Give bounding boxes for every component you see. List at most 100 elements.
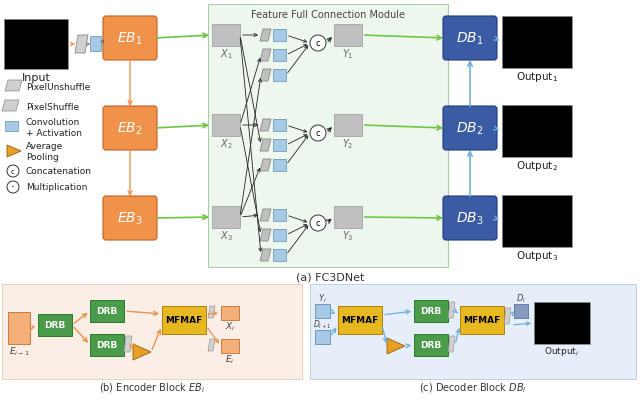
Bar	[212, 25, 240, 47]
Bar	[551, 210, 559, 242]
Bar	[502, 106, 572, 158]
Polygon shape	[260, 30, 271, 42]
Bar	[334, 25, 362, 47]
Bar	[558, 126, 565, 152]
FancyBboxPatch shape	[443, 107, 497, 151]
Text: $X_2$: $X_2$	[220, 137, 232, 150]
Text: $D_i$: $D_i$	[516, 292, 526, 304]
Bar	[273, 229, 286, 241]
Polygon shape	[260, 249, 271, 261]
Text: DRB: DRB	[97, 341, 118, 350]
Bar	[315, 304, 330, 318]
Bar	[551, 120, 559, 152]
Bar	[502, 38, 513, 64]
Bar	[208, 5, 448, 267]
Text: DRB: DRB	[420, 307, 442, 316]
Bar	[511, 209, 519, 242]
Polygon shape	[260, 140, 271, 152]
Text: c: c	[11, 168, 15, 174]
Bar	[18, 37, 24, 65]
Polygon shape	[124, 336, 132, 352]
Bar	[551, 308, 559, 340]
Bar	[55, 40, 61, 65]
Bar	[551, 32, 559, 64]
Bar	[315, 330, 330, 344]
Text: $Y_2$: $Y_2$	[342, 137, 354, 150]
Bar	[547, 317, 552, 340]
Polygon shape	[5, 81, 22, 92]
Bar	[514, 304, 528, 318]
Text: Output$_i$: Output$_i$	[545, 344, 580, 358]
Text: Convolution
+ Activation: Convolution + Activation	[26, 118, 82, 138]
Bar	[90, 300, 124, 322]
Text: c: c	[316, 129, 320, 138]
Bar	[531, 32, 538, 64]
Bar	[544, 214, 551, 242]
Bar	[579, 319, 584, 340]
Bar	[517, 124, 524, 152]
Bar	[8, 312, 30, 344]
Bar	[38, 314, 72, 336]
Text: Output$_2$: Output$_2$	[516, 159, 558, 172]
Bar	[564, 122, 572, 152]
Bar	[583, 316, 590, 340]
Text: $DB_3$: $DB_3$	[456, 210, 484, 227]
Bar	[523, 25, 534, 64]
Polygon shape	[208, 339, 215, 351]
Bar	[4, 40, 13, 65]
Bar	[562, 311, 569, 340]
Circle shape	[310, 36, 326, 52]
Text: DRB: DRB	[420, 341, 442, 350]
Polygon shape	[75, 36, 88, 54]
Text: MFMAF: MFMAF	[341, 316, 379, 325]
Bar	[523, 203, 534, 242]
Bar	[212, 207, 240, 229]
Bar	[4, 20, 68, 70]
Bar	[5, 122, 18, 132]
Bar	[310, 284, 636, 379]
Circle shape	[310, 215, 326, 231]
Bar	[162, 306, 206, 334]
Text: Output$_3$: Output$_3$	[516, 248, 558, 262]
Bar	[4, 43, 68, 70]
Text: Average
Pooling: Average Pooling	[26, 142, 63, 161]
Text: $E_i$: $E_i$	[225, 353, 235, 365]
Bar	[558, 216, 565, 242]
Polygon shape	[2, 101, 19, 112]
Bar	[42, 37, 49, 65]
Text: $D_{i+1}$: $D_{i+1}$	[312, 318, 332, 330]
Bar	[60, 36, 68, 65]
Bar	[273, 70, 286, 82]
Bar	[544, 124, 551, 152]
Bar	[273, 120, 286, 132]
Text: $Y_3$: $Y_3$	[342, 229, 354, 242]
Bar	[557, 315, 563, 340]
Bar	[90, 37, 101, 52]
Bar	[537, 27, 545, 64]
Text: $Y_1$: $Y_1$	[342, 47, 354, 61]
Bar	[531, 121, 538, 152]
Bar	[523, 113, 534, 152]
Polygon shape	[260, 50, 271, 62]
Bar	[338, 306, 382, 334]
Text: PixelShuffle: PixelShuffle	[26, 103, 79, 112]
Polygon shape	[7, 146, 21, 158]
Text: $EB_2$: $EB_2$	[117, 120, 143, 137]
Text: Input: Input	[22, 73, 51, 83]
Bar	[273, 209, 286, 221]
Text: DRB: DRB	[97, 307, 118, 316]
Text: $Y_i$: $Y_i$	[317, 292, 326, 304]
Bar	[414, 300, 448, 322]
Bar	[273, 50, 286, 62]
Bar	[2, 284, 302, 379]
Bar	[414, 334, 448, 356]
Polygon shape	[208, 306, 215, 318]
FancyBboxPatch shape	[103, 17, 157, 61]
Bar	[212, 115, 240, 137]
FancyBboxPatch shape	[103, 196, 157, 241]
Bar	[221, 339, 239, 353]
Bar	[517, 214, 524, 242]
Circle shape	[310, 126, 326, 142]
Bar	[537, 116, 545, 152]
Bar	[460, 306, 504, 334]
